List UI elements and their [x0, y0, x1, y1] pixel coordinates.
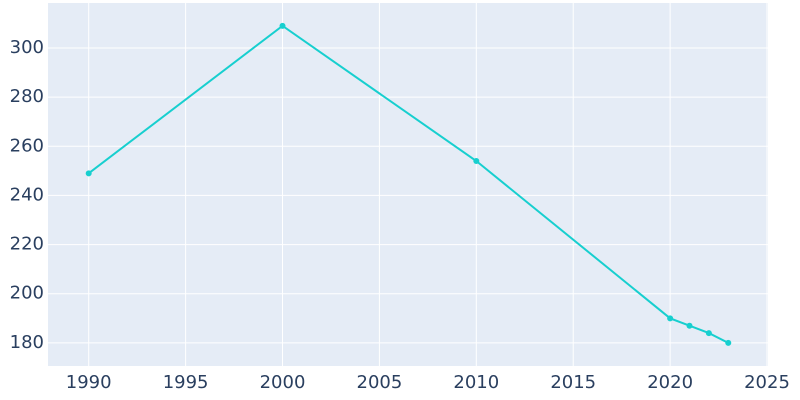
x-tick-label: 2010 — [453, 372, 499, 393]
x-tick-label: 2015 — [550, 372, 596, 393]
y-tick-label: 220 — [10, 234, 44, 255]
x-tick-label: 2025 — [744, 372, 790, 393]
data-point — [725, 339, 732, 346]
plot-area — [48, 3, 768, 366]
y-tick-label: 240 — [10, 184, 44, 205]
y-tick-label: 280 — [10, 86, 44, 107]
y-tick-label: 180 — [10, 332, 44, 353]
data-point — [667, 315, 674, 322]
x-tick-label: 1990 — [66, 372, 112, 393]
data-point — [705, 330, 712, 337]
x-tick-label: 2020 — [647, 372, 693, 393]
x-tick-label: 2005 — [357, 372, 403, 393]
y-tick-label: 260 — [10, 135, 44, 156]
data-point — [85, 170, 92, 177]
x-tick-label: 2000 — [260, 372, 306, 393]
y-tick-label: 200 — [10, 283, 44, 304]
y-tick-label: 300 — [10, 37, 44, 58]
x-tick-label: 1995 — [163, 372, 209, 393]
data-point — [279, 22, 286, 29]
data-point — [686, 322, 693, 329]
data-point — [473, 158, 480, 165]
